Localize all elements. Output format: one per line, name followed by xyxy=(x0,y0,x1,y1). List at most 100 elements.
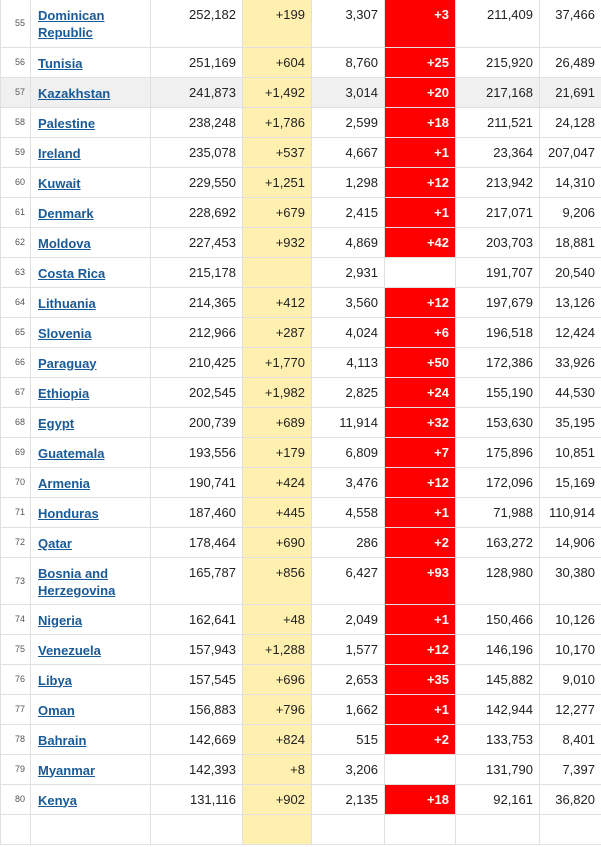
country-link[interactable]: Libya xyxy=(38,672,72,688)
country-link[interactable]: Palestine xyxy=(38,115,96,131)
active-cases-cell: 44,530 xyxy=(539,376,601,408)
country-link[interactable]: Costa Rica xyxy=(38,265,106,281)
country-cell: Denmark xyxy=(30,196,151,228)
country-link[interactable]: Honduras xyxy=(38,505,99,521)
total-cases-cell: 228,692 xyxy=(150,196,243,228)
country-link[interactable]: Moldova xyxy=(38,235,91,251)
total-cases-cell: 252,182 xyxy=(150,0,243,48)
country-link[interactable]: Armenia xyxy=(38,475,91,491)
new-cases-cell: +412 xyxy=(242,286,312,318)
active-cases-cell: 14,310 xyxy=(539,166,601,198)
country-link[interactable]: Bosnia and Herzegovina xyxy=(38,565,116,598)
table-row: 55 Dominican Republic 252,182 +199 3,307 +3 21… xyxy=(0,0,601,48)
total-recovered-cell: 23,364 xyxy=(455,136,540,168)
new-cases-cell: +932 xyxy=(242,226,312,258)
total-recovered-cell: 197,679 xyxy=(455,286,540,318)
country-cell: Armenia xyxy=(30,466,151,498)
total-deaths-cell: 1,577 xyxy=(311,633,385,665)
new-cases-cell xyxy=(242,256,312,288)
total-deaths-cell: 2,931 xyxy=(311,256,385,288)
new-deaths-cell: +1 xyxy=(384,136,456,168)
country-link[interactable]: Kenya xyxy=(38,792,78,808)
country-link[interactable]: Bahrain xyxy=(38,732,87,748)
total-recovered-cell: 215,920 xyxy=(455,46,540,78)
new-deaths-cell: +42 xyxy=(384,226,456,258)
new-cases-cell: +824 xyxy=(242,723,312,755)
total-cases-cell: 214,365 xyxy=(150,286,243,318)
country-link[interactable]: Nigeria xyxy=(38,612,83,628)
table-row xyxy=(0,813,601,845)
country-link[interactable]: Oman xyxy=(38,702,75,718)
country-link[interactable]: Lithuania xyxy=(38,295,96,311)
new-deaths-cell: +1 xyxy=(384,603,456,635)
total-cases-cell: 193,556 xyxy=(150,436,243,468)
table-row: 73 Bosnia and Herzegovina 165,787 +856 6,427… xyxy=(0,556,601,605)
total-cases-cell: 178,464 xyxy=(150,526,243,558)
rank-cell xyxy=(0,813,31,845)
country-link[interactable]: Myanmar xyxy=(38,762,96,778)
new-cases-cell: +689 xyxy=(242,406,312,438)
country-link[interactable]: Ethiopia xyxy=(38,385,90,401)
table-row: 58 Palestine 238,248 +1,786 2,599 +18 211,521 2… xyxy=(0,106,601,138)
total-cases-cell: 251,169 xyxy=(150,46,243,78)
country-cell: Dominican Republic xyxy=(30,0,151,48)
total-deaths-cell: 3,476 xyxy=(311,466,385,498)
total-recovered-cell: 145,882 xyxy=(455,663,540,695)
rank-cell: 72 xyxy=(0,526,31,558)
new-cases-cell: +902 xyxy=(242,783,312,815)
total-cases-cell: 241,873 xyxy=(150,76,243,108)
table-row: 80 Kenya 131,116 +902 2,135 +18 92,161 36,820 xyxy=(0,783,601,815)
total-cases-cell: 235,078 xyxy=(150,136,243,168)
rank-cell: 69 xyxy=(0,436,31,468)
active-cases-cell: 33,926 xyxy=(539,346,601,378)
country-link[interactable]: Kuwait xyxy=(38,175,81,191)
total-recovered-cell: 128,980 xyxy=(455,556,540,605)
table-row: 74 Nigeria 162,641 +48 2,049 +1 150,466 10,126 xyxy=(0,603,601,635)
total-deaths-cell: 4,558 xyxy=(311,496,385,528)
total-cases-cell: 187,460 xyxy=(150,496,243,528)
rank-cell: 71 xyxy=(0,496,31,528)
country-cell: Lithuania xyxy=(30,286,151,318)
country-link[interactable]: Ireland xyxy=(38,145,81,161)
total-deaths-cell: 3,560 xyxy=(311,286,385,318)
new-cases-cell: +424 xyxy=(242,466,312,498)
rank-cell: 78 xyxy=(0,723,31,755)
total-cases-cell: 157,943 xyxy=(150,633,243,665)
new-cases-cell: +856 xyxy=(242,556,312,605)
rank-cell: 63 xyxy=(0,256,31,288)
rank-cell: 79 xyxy=(0,753,31,785)
total-cases-cell: 227,453 xyxy=(150,226,243,258)
new-deaths-cell: +7 xyxy=(384,436,456,468)
total-recovered-cell: 172,386 xyxy=(455,346,540,378)
table-row: 62 Moldova 227,453 +932 4,869 +42 203,703 18,88… xyxy=(0,226,601,258)
country-link[interactable]: Guatemala xyxy=(38,445,105,461)
country-link[interactable]: Denmark xyxy=(38,205,94,221)
active-cases-cell: 9,010 xyxy=(539,663,601,695)
country-link[interactable]: Qatar xyxy=(38,535,72,551)
new-cases-cell: +796 xyxy=(242,693,312,725)
total-cases-cell xyxy=(150,813,243,845)
rank-cell: 73 xyxy=(0,556,31,605)
country-link[interactable]: Slovenia xyxy=(38,325,92,341)
country-cell: Nigeria xyxy=(30,603,151,635)
country-link[interactable]: Dominican Republic xyxy=(38,8,105,40)
total-recovered-cell: 146,196 xyxy=(455,633,540,665)
country-link[interactable]: Tunisia xyxy=(38,55,83,71)
new-deaths-cell: +12 xyxy=(384,466,456,498)
country-link[interactable]: Egypt xyxy=(38,415,75,431)
rank-cell: 80 xyxy=(0,783,31,815)
new-deaths-cell: +18 xyxy=(384,106,456,138)
total-recovered-cell: 131,790 xyxy=(455,753,540,785)
total-recovered-cell: 217,071 xyxy=(455,196,540,228)
table-row: 69 Guatemala 193,556 +179 6,809 +7 175,896 10,8… xyxy=(0,436,601,468)
country-link[interactable]: Venezuela xyxy=(38,642,101,658)
active-cases-cell: 24,128 xyxy=(539,106,601,138)
country-link[interactable]: Paraguay xyxy=(38,355,97,371)
active-cases-cell: 12,424 xyxy=(539,316,601,348)
active-cases-cell: 20,540 xyxy=(539,256,601,288)
active-cases-cell: 10,851 xyxy=(539,436,601,468)
table-row: 61 Denmark 228,692 +679 2,415 +1 217,071 9,206 xyxy=(0,196,601,228)
rank-cell: 77 xyxy=(0,693,31,725)
country-link[interactable]: Kazakhstan xyxy=(38,85,111,101)
